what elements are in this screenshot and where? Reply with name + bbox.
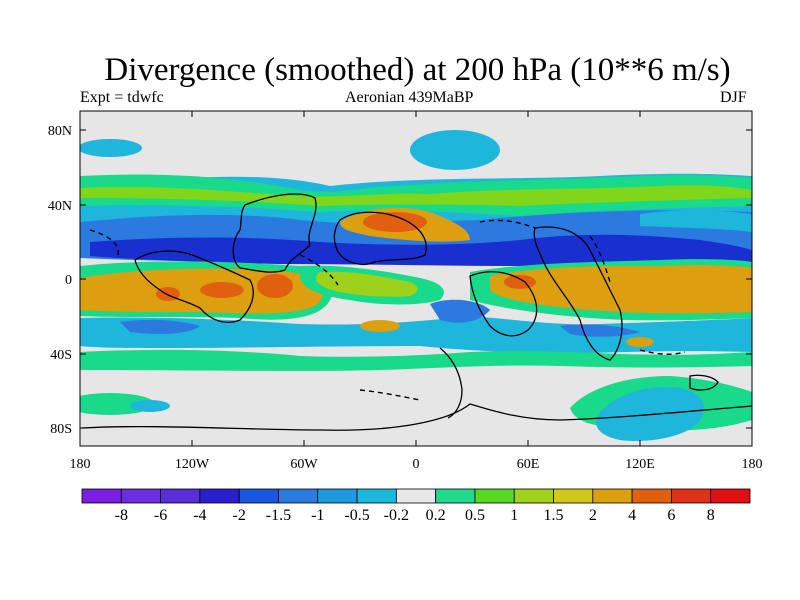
colorbar-box-8 <box>395 488 437 504</box>
colorbar-box-13 <box>592 488 633 504</box>
colorbar-label: -6 <box>154 507 167 524</box>
east-light-blue-patch <box>640 210 752 232</box>
lon-label-180w: 180 <box>70 457 91 472</box>
plot-title: Divergence (smoothed) at 200 hPa (10**6 … <box>104 52 731 88</box>
lon-tick-marks <box>191 111 641 446</box>
lat-label-80n: 80N <box>48 124 72 139</box>
colorbar-box-12 <box>553 488 594 504</box>
south-orange-patch-2 <box>626 337 654 347</box>
subtropical-red-core <box>363 212 427 232</box>
colorbar-box-2 <box>160 488 201 504</box>
lon-label-120w: 120W <box>175 457 210 472</box>
lon-label-0: 0 <box>413 457 420 472</box>
colorbar-label: 1 <box>510 507 518 524</box>
south-green-belt <box>80 349 752 371</box>
experiment-label: Expt = tdwfc <box>80 89 164 106</box>
south-orange-patch <box>360 320 400 332</box>
coastlines <box>81 193 752 431</box>
lat-label-0: 0 <box>65 273 72 288</box>
colorbar-box-1 <box>120 488 161 504</box>
colorbar <box>81 488 751 504</box>
lat-tick-marks <box>80 129 752 429</box>
colorbar-box-6 <box>317 488 358 504</box>
arctic-patch-west <box>80 139 142 157</box>
colorbar-label: 6 <box>667 507 675 524</box>
season-label: DJF <box>720 89 747 106</box>
divergence-field <box>80 130 752 442</box>
central-yellowgreen-band <box>316 271 418 297</box>
equatorial-dark-blue-band <box>90 234 752 268</box>
colorbar-box-5 <box>278 488 319 504</box>
lon-label-180e: 180 <box>742 457 763 472</box>
colorbar-label: -1 <box>311 507 324 524</box>
east-tropical-orange-band <box>490 265 752 314</box>
antarctic-blue-west <box>130 400 170 412</box>
lon-label-120e: 120E <box>625 457 655 472</box>
north-yellowgreen-band <box>80 185 752 206</box>
arctic-patch-center <box>410 130 500 170</box>
colorbar-box-15 <box>671 488 712 504</box>
colorbar-box-10 <box>474 488 515 504</box>
south-mid-blue-patches <box>120 299 640 337</box>
colorbar-labels: -8 -6 -4 -2 -1.5 -1 -0.5 -0.2 0.2 0.5 1 1.5 2 4 6 8 <box>115 507 715 524</box>
colorbar-label: 0.5 <box>465 507 485 524</box>
colorbar-label: 1.5 <box>544 507 564 524</box>
colorbar-label: 2 <box>589 507 597 524</box>
colorbar-label: 4 <box>628 507 636 524</box>
colorbar-box-4 <box>238 488 279 504</box>
colorbar-box-7 <box>356 488 397 504</box>
red-core-3 <box>257 274 293 298</box>
colorbar-box-3 <box>199 488 240 504</box>
period-label: Aeronian 439MaBP <box>345 89 474 106</box>
colorbar-box-16 <box>710 488 751 504</box>
red-core-2 <box>200 282 244 298</box>
east-red-core <box>504 275 536 289</box>
lat-label-40s: 40S <box>50 348 72 363</box>
colorbar-box-0 <box>81 488 122 504</box>
colorbar-label: 0.2 <box>426 507 446 524</box>
colorbar-label: -0.2 <box>384 507 409 524</box>
lon-label-60e: 60E <box>517 457 540 472</box>
colorbar-box-11 <box>513 488 554 504</box>
dashed-coastlines <box>89 219 686 401</box>
lon-label-60w: 60W <box>290 457 318 472</box>
colorbar-label: 8 <box>707 507 715 524</box>
lat-label-40n: 40N <box>48 199 72 214</box>
lat-label-80s: 80S <box>50 422 72 437</box>
colorbar-box-14 <box>631 488 672 504</box>
colorbar-label: -4 <box>193 507 206 524</box>
colorbar-box-9 <box>435 488 476 504</box>
colorbar-label: -8 <box>115 507 128 524</box>
colorbar-label: -2 <box>233 507 246 524</box>
colorbar-label: -0.5 <box>344 507 369 524</box>
colorbar-label: -1.5 <box>266 507 291 524</box>
